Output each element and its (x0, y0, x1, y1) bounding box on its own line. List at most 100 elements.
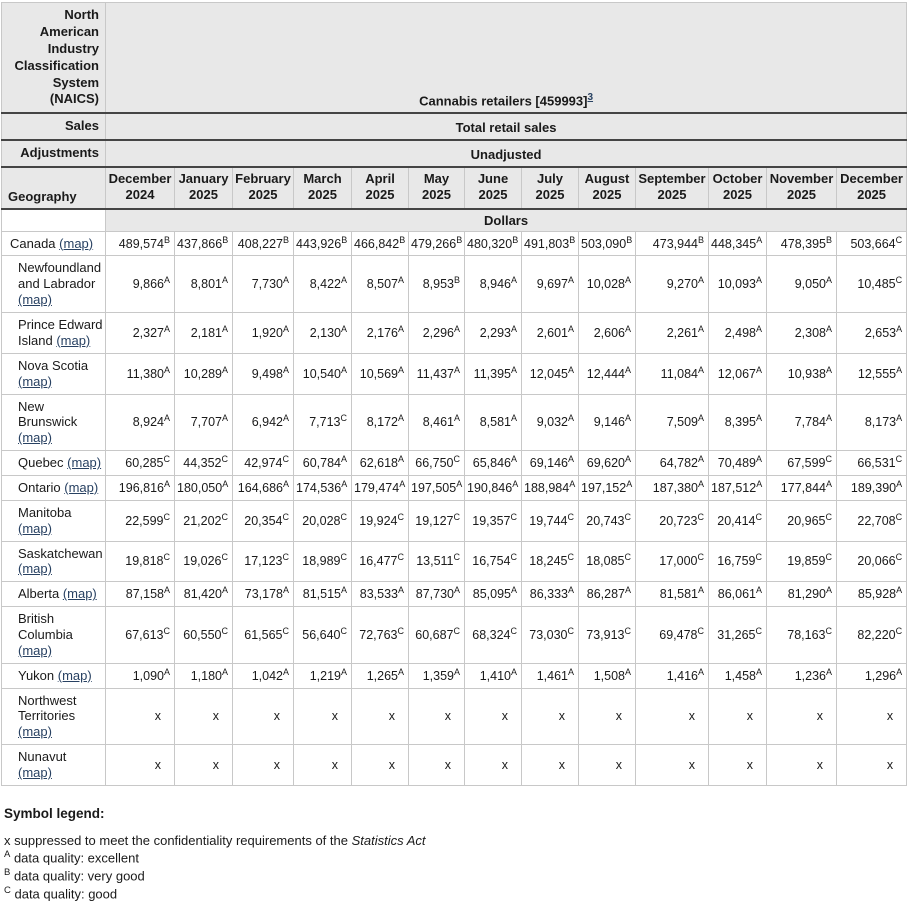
data-quality-indicator: A (221, 666, 228, 677)
value-cell: 1,410A (464, 662, 522, 689)
suppressed-value-cell: x (351, 687, 409, 746)
map-link[interactable]: (map) (18, 642, 52, 658)
value-cell: 81,290A (766, 581, 837, 608)
value-cell: 8,946A (464, 255, 522, 314)
value-cell: 69,146A (521, 450, 579, 476)
legend-symbol: x (4, 832, 11, 848)
column-header-october-2025: October 2025 (708, 166, 767, 210)
map-link[interactable]: (map) (18, 561, 52, 577)
naics-row: North American Industry Classification S… (1, 2, 908, 115)
table-row-saskatchewan: Saskatchewan (map) 19,818C 19,026C 17,123C 1… (1, 540, 908, 583)
value-cell: 489,574B (105, 230, 175, 257)
data-quality-indicator: C (453, 453, 461, 464)
value-cell: 479,266B (408, 230, 465, 257)
value-cell: 2,130A (293, 312, 352, 354)
table-row-canada: Canada (map) 489,574B 437,866B 408,227B 443,… (1, 230, 908, 257)
data-quality-indicator: C (567, 625, 575, 636)
footnote-superscript: 3 (587, 91, 593, 103)
data-quality-indicator: A (825, 275, 832, 286)
value-cell: 177,844A (766, 474, 837, 501)
value-cell: 1,461A (521, 662, 579, 689)
value-cell: 19,357C (464, 499, 522, 542)
suppressed-value-cell: x (464, 687, 522, 746)
map-link[interactable]: (map) (56, 332, 91, 348)
map-link[interactable]: (map) (67, 455, 102, 471)
value-cell: 19,744C (521, 499, 579, 542)
data-quality-indicator: A (624, 364, 631, 375)
data-quality-indicator: A (510, 453, 517, 464)
value-cell: 87,730A (408, 581, 465, 608)
value-cell: 86,287A (578, 581, 636, 608)
naics-value-cell: Cannabis retailers [459993]3 (104, 2, 908, 115)
value-cell: 9,050A (766, 255, 837, 314)
data-quality-indicator: C (895, 453, 903, 464)
value-cell: 11,437A (408, 352, 465, 395)
legend-item-b: B data quality: very good (4, 867, 145, 884)
value-cell: 1,508A (578, 662, 636, 689)
data-quality-indicator: C (397, 625, 405, 636)
suppressed-value-cell: x (105, 744, 175, 786)
value-cell: 1,090A (105, 662, 175, 689)
value-cell: 19,818C (105, 540, 175, 583)
data-quality-indicator: A (567, 364, 574, 375)
map-link[interactable]: (map) (62, 586, 97, 602)
value-cell: 9,697A (521, 255, 579, 314)
data-quality-indicator: A (756, 234, 763, 245)
value-cell: 20,965C (766, 499, 837, 542)
value-cell: 12,045A (521, 352, 579, 395)
value-cell: 1,458A (708, 662, 767, 689)
suppressed-value-cell: x (351, 744, 409, 786)
data-quality-indicator: A (512, 478, 519, 489)
legend-items: x suppressed to meet the confidentiality… (4, 832, 909, 903)
sales-row: Sales Total retail sales (1, 112, 908, 142)
value-cell: 1,359A (408, 662, 465, 689)
value-cell: 7,707A (174, 393, 233, 452)
value-cell: 8,172A (351, 393, 409, 452)
data-quality-indicator: A (221, 585, 228, 595)
suppressed-value-cell: x (521, 744, 579, 786)
value-cell: 503,090B (578, 230, 636, 257)
value-cell: 16,754C (464, 540, 522, 583)
suppressed-value-cell: x (635, 744, 709, 786)
value-cell: 82,220C (835, 606, 908, 664)
suppressed-value-cell: x (232, 744, 294, 786)
map-link[interactable]: (map) (18, 292, 52, 308)
value-cell: 12,067A (708, 352, 767, 395)
map-link[interactable]: (map) (18, 520, 52, 536)
data-quality-indicator: A (340, 364, 347, 375)
table-row-alberta: Alberta (map) 87,158A 81,420A 73,178A 81,515… (1, 581, 908, 608)
data-quality-indicator: C (340, 552, 348, 563)
data-quality-indicator: A (896, 323, 903, 334)
data-quality-indicator: A (340, 323, 347, 334)
data-quality-indicator: A (626, 478, 633, 489)
map-link[interactable]: (map) (18, 764, 52, 780)
map-link[interactable]: (map) (57, 667, 92, 683)
data-quality-indicator: C (221, 511, 229, 522)
data-quality-indicator: C (340, 413, 348, 424)
data-quality-indicator: A (510, 275, 517, 286)
value-cell: 20,414C (708, 499, 767, 542)
unit-label: Dollars (104, 208, 908, 232)
value-cell: 73,913C (578, 606, 636, 664)
data-quality-indicator: A (624, 585, 631, 595)
value-cell: 67,599C (766, 450, 837, 476)
value-cell: 66,531C (835, 450, 908, 476)
suppressed-value-cell: x (408, 687, 465, 746)
value-cell: 70,489A (708, 450, 767, 476)
footnote-link[interactable]: 3 (587, 92, 594, 104)
value-cell: 1,296A (835, 662, 908, 689)
geography-header: Geography (1, 166, 106, 210)
value-cell: 174,536A (293, 474, 352, 501)
data-quality-indicator: A (453, 413, 460, 424)
data-quality-indicator: A (825, 666, 832, 677)
value-cell: 491,803B (521, 230, 579, 257)
map-link[interactable]: (map) (18, 373, 52, 389)
map-link[interactable]: (map) (64, 479, 99, 495)
map-link[interactable]: (map) (59, 235, 94, 251)
data-quality-indicator: C (755, 625, 763, 636)
value-cell: 503,664C (835, 230, 908, 257)
map-link[interactable]: (map) (18, 724, 52, 740)
value-cell: 20,028C (293, 499, 352, 542)
value-cell: 78,163C (766, 606, 837, 664)
map-link[interactable]: (map) (18, 430, 52, 446)
